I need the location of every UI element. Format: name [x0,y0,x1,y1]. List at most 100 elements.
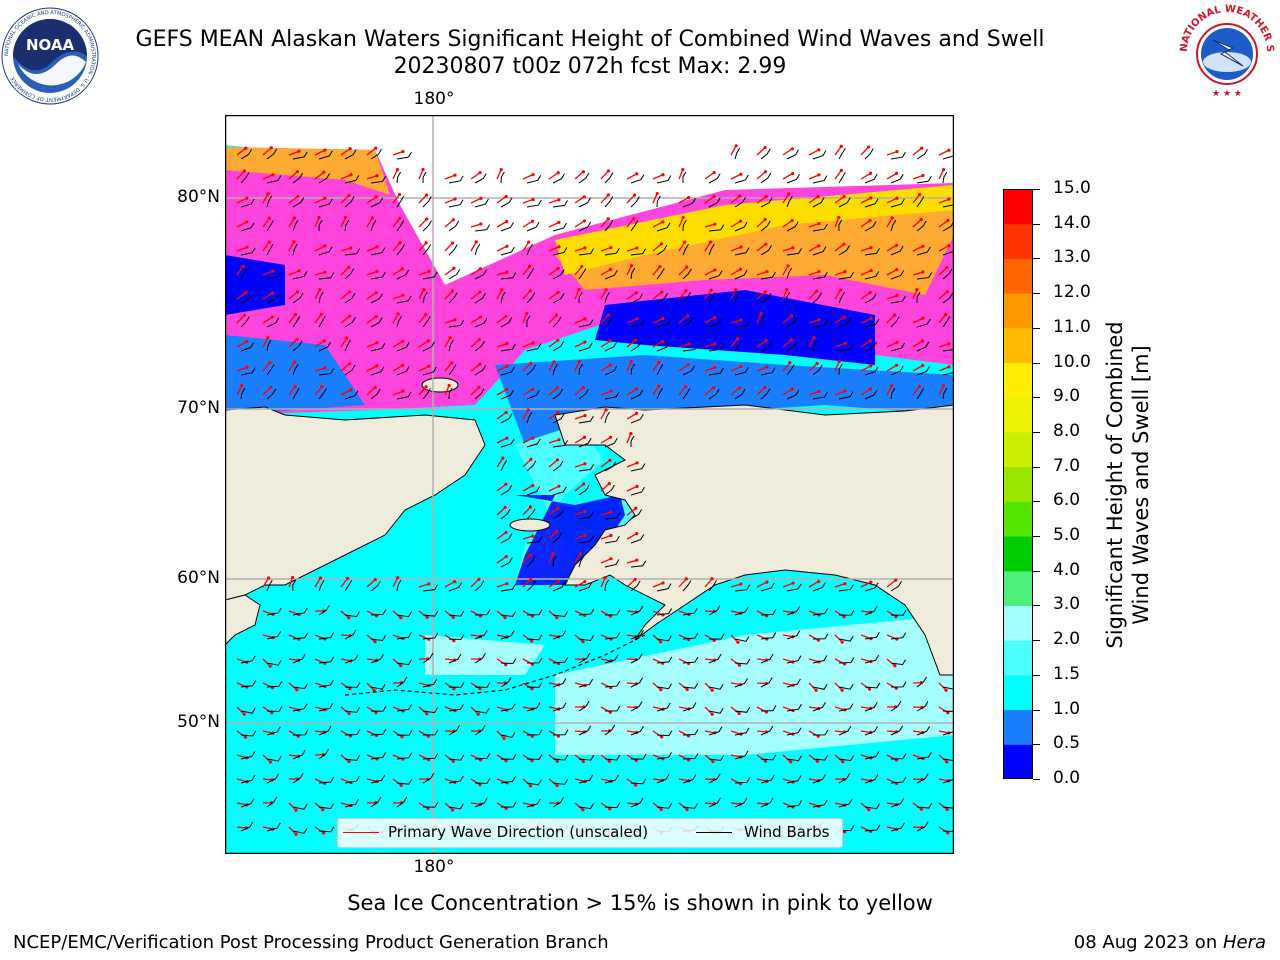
wave-arrow [600,511,611,516]
wind-barb [240,316,250,328]
wind-barb [526,754,543,760]
wind-barb [396,730,413,736]
wave-arrow-head [817,579,821,584]
wave-arrow-head [347,759,351,764]
wind-barb [318,368,335,376]
wave-arrow-head [608,435,613,439]
wave-arrow-head [401,389,405,393]
wave-arrow [392,169,398,180]
wave-arrow [834,706,846,711]
wind-barb [292,729,309,736]
wind-barb [916,341,930,352]
wave-arrow [340,315,351,324]
wave-arrow [886,217,893,228]
wind-barb [916,388,925,400]
wave-arrow-head [842,614,846,619]
wind-barb [734,777,751,784]
wave-arrow-head [580,264,584,269]
wind-barb [422,271,438,280]
wave-arrow-head [684,289,688,293]
wave-arrow [574,581,586,588]
wave-arrow [912,364,924,372]
wave-arrow [938,754,948,763]
wind-barb [552,363,558,376]
wind-barb [318,291,324,304]
wave-arrow [262,193,269,204]
wave-arrow [730,706,740,714]
wave-arrow-head [581,386,585,390]
wave-arrow-head [373,578,377,582]
wave-arrow-head [657,384,661,388]
colorbar-segment [1003,744,1033,779]
wave-arrow-head [398,216,402,221]
wind-barb [812,391,828,400]
wave-arrow-head [450,360,454,365]
colorbar-tick [1033,536,1040,538]
wave-arrow [704,223,716,228]
wind-barb [916,366,930,376]
wave-arrow [808,682,817,691]
wave-arrow-head [374,146,378,150]
wind-barb [552,486,567,496]
wind-barb [474,707,490,714]
wave-arrow [704,343,716,348]
wind-barb [552,702,567,712]
wind-barb [708,224,725,232]
wave-arrow-head [633,577,637,582]
wind-barb [682,729,699,736]
sea-ice-orange-nw [225,147,390,195]
wave-arrow-head [292,240,296,244]
wind-barb [890,776,907,784]
wind-barb [266,271,282,280]
wave-arrow [496,507,506,516]
wave-arrow-head [683,240,687,244]
wave-arrow-head [895,340,899,344]
wind-barb [344,175,360,184]
wind-barb [942,316,951,328]
wind-barb [422,366,437,376]
wind-barb [318,656,335,664]
wind-barb [838,291,845,304]
wave-arrow [600,170,609,180]
wind-barb [812,271,828,280]
wave-arrow [886,197,898,204]
wave-arrow [548,267,559,276]
wave-arrow [600,246,612,252]
wind-barb [786,630,801,640]
wind-barb [578,725,592,736]
wave-arrow [834,196,845,204]
wind-barb [578,268,587,280]
wave-arrow [574,682,586,687]
wave-arrow [288,361,296,372]
wind-barb [292,292,304,304]
wave-arrow [600,364,611,372]
wave-arrow [626,433,632,444]
wave-arrow-head [375,364,379,368]
wind-barb [552,200,569,208]
low-wave-blue-west [225,255,285,315]
colorbar-tick-label: 12.0 [1053,282,1091,303]
wave-arrow [392,313,399,324]
wave-arrow [444,362,453,372]
wave-arrow-head [785,287,789,292]
wave-arrow-head [375,174,379,178]
wave-arrow [860,197,872,204]
wave-arrow [314,149,326,156]
wind-barb [890,632,907,640]
wind-barb [266,607,282,616]
wind-barb [838,197,851,208]
wave-arrow-head [582,482,586,486]
wave-arrow-head [245,196,249,200]
wind-barb [422,610,439,617]
wave-arrow-head [531,484,535,488]
wave-arrow-head [739,172,743,176]
wind-barb [604,291,610,304]
wave-arrow [314,245,326,252]
wave-arrow [392,658,402,667]
wind-barb [318,703,334,712]
wave-arrow [522,506,531,516]
wave-arrow [756,147,766,156]
wave-arrow-head [681,215,685,220]
wave-arrow [782,315,793,324]
wind-barb [292,340,303,352]
